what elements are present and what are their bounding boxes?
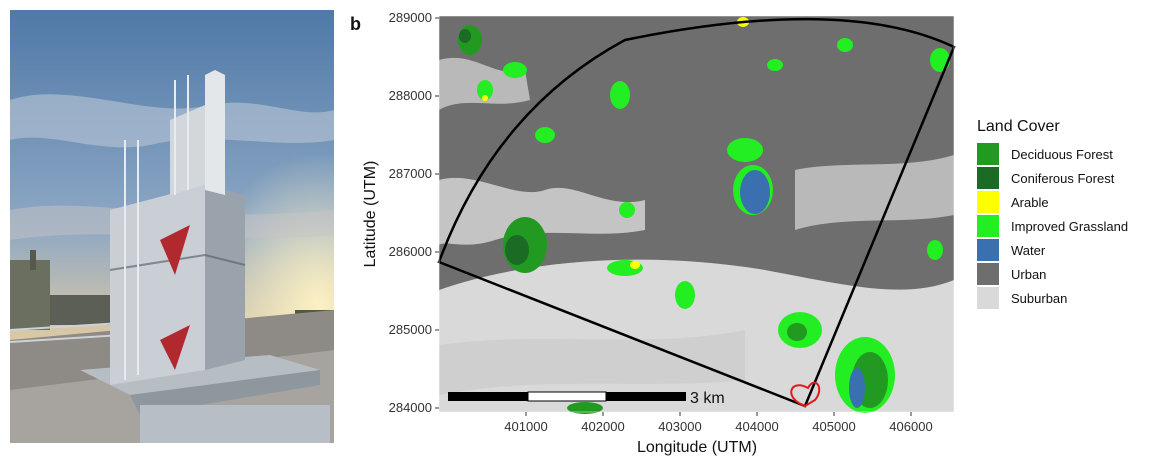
legend-item: Water <box>977 238 1128 262</box>
legend-label: Deciduous Forest <box>1011 146 1113 162</box>
legend-item: Improved Grassland <box>977 214 1128 238</box>
x-tick-label: 404000 <box>735 419 778 434</box>
legend-label: Improved Grassland <box>1011 218 1129 234</box>
x-tick-label: 403000 <box>658 419 701 434</box>
legend-label: Arable <box>1011 194 1049 210</box>
y-tick-label: 286000 <box>389 244 432 259</box>
y-axis-title: Latitude (UTM) <box>362 161 379 268</box>
legend-label: Coniferous Forest <box>1011 170 1115 186</box>
y-tick-label: 284000 <box>389 400 432 415</box>
land-cover-legend: Land Cover Deciduous Forest Coniferous F… <box>977 118 1128 310</box>
x-tick-label: 402000 <box>581 419 624 434</box>
legend-swatch <box>977 191 999 213</box>
legend-swatch <box>977 215 999 237</box>
x-tick-label: 405000 <box>812 419 855 434</box>
legend-swatch <box>977 287 999 309</box>
y-tick-label: 285000 <box>389 322 432 337</box>
legend-title: Land Cover <box>977 118 1060 135</box>
map-frame <box>438 15 955 413</box>
legend-item: Urban <box>977 262 1128 286</box>
y-tick-label: 287000 <box>389 166 432 181</box>
scale-bar: 3 km <box>448 390 725 407</box>
legend-swatch <box>977 239 999 261</box>
y-tick-label: 288000 <box>389 88 432 103</box>
x-tick-label: 406000 <box>889 419 932 434</box>
legend-item: Arable <box>977 190 1128 214</box>
legend-item: Suburban <box>977 286 1128 310</box>
tower-footprint-marker <box>790 381 821 408</box>
y-tick-label: 289000 <box>389 10 432 25</box>
legend-items: Deciduous Forest Coniferous Forest Arabl… <box>977 142 1128 310</box>
land-cover-map: 3 km 289000 288000 287000 286000 285000 … <box>362 10 956 456</box>
legend-label: Urban <box>1011 266 1047 282</box>
legend-label: Suburban <box>1011 290 1068 306</box>
x-tick-label: 401000 <box>504 419 547 434</box>
tower-photo <box>10 10 334 443</box>
legend-label: Water <box>1011 242 1046 258</box>
panel-label-b: b <box>350 14 361 34</box>
y-axis: 289000 288000 287000 286000 285000 28400… <box>389 10 439 415</box>
x-axis: 401000 402000 403000 404000 405000 40600… <box>504 412 933 434</box>
x-axis-title: Longitude (UTM) <box>637 439 757 456</box>
footprint-sector-outline <box>437 17 956 408</box>
legend-item: Coniferous Forest <box>977 166 1128 190</box>
legend-swatch <box>977 263 999 285</box>
scale-bar-label: 3 km <box>690 390 725 407</box>
legend-swatch <box>977 143 999 165</box>
legend-swatch <box>977 167 999 189</box>
land-cover-patches <box>439 17 954 414</box>
legend-item: Deciduous Forest <box>977 142 1128 166</box>
